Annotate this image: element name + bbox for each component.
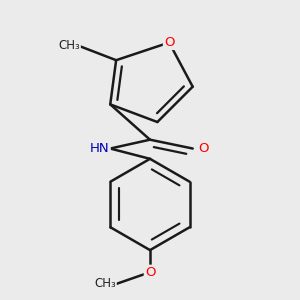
Text: CH₃: CH₃ [58, 39, 80, 52]
Text: HN: HN [90, 142, 110, 155]
Text: O: O [164, 36, 174, 49]
Text: O: O [145, 266, 155, 279]
Text: CH₃: CH₃ [94, 278, 116, 290]
Text: O: O [198, 142, 208, 155]
